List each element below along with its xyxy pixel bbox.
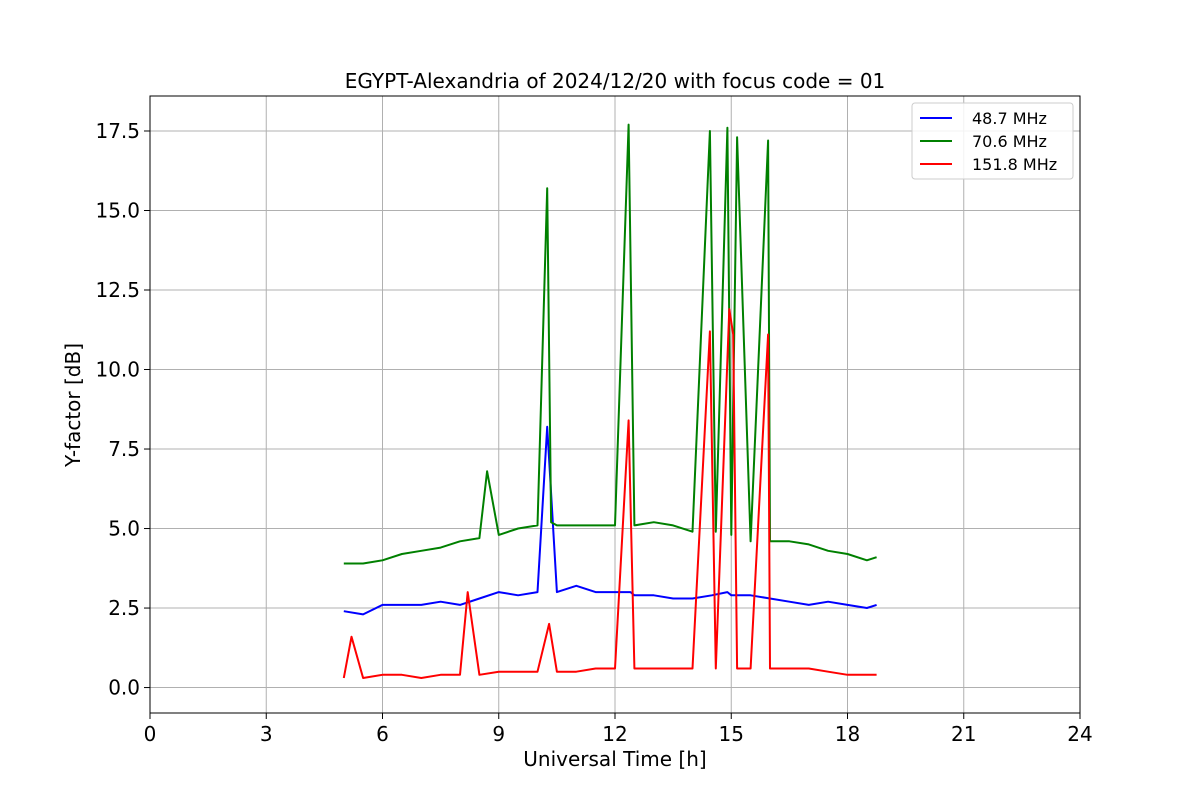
y-tick-label: 12.5: [95, 278, 140, 302]
x-axis: 0 3 6 9 12 15 18 21 24: [144, 713, 1093, 746]
x-tick-label: 12: [602, 722, 627, 746]
y-tick-label: 0.0: [108, 676, 140, 700]
x-tick-label: 9: [492, 722, 505, 746]
y-tick-label: 7.5: [108, 437, 140, 461]
x-tick-label: 15: [719, 722, 744, 746]
y-tick-label: 2.5: [108, 596, 140, 620]
x-tick-label: 6: [376, 722, 389, 746]
y-axis-label: Y-factor [dB]: [61, 343, 85, 468]
x-tick-label: 3: [260, 722, 273, 746]
y-tick-label: 5.0: [108, 517, 140, 541]
y-axis: 0.0 2.5 5.0 7.5 10.0 12.5 15.0 17.5: [95, 119, 150, 700]
legend: 48.7 MHz 70.6 MHz 151.8 MHz: [911, 102, 1074, 180]
x-tick-label: 18: [835, 722, 860, 746]
y-tick-label: 17.5: [95, 119, 140, 143]
legend-box: [911, 102, 1074, 180]
x-tick-label: 0: [144, 722, 157, 746]
series-line-2: [342, 308, 877, 679]
legend-label-0: 48.7 MHz: [972, 109, 1047, 128]
y-tick-label: 15.0: [95, 198, 140, 222]
y-tick-label: 10.0: [95, 358, 140, 382]
series-layer: [342, 123, 877, 679]
series-line-0: [343, 425, 877, 616]
legend-label-1: 70.6 MHz: [972, 132, 1047, 151]
x-tick-label: 24: [1067, 722, 1092, 746]
chart-title: EGYPT-Alexandria of 2024/12/20 with focu…: [345, 69, 886, 93]
x-tick-label: 21: [951, 722, 976, 746]
legend-label-2: 151.8 MHz: [972, 155, 1057, 174]
x-axis-label: Universal Time [h]: [523, 747, 706, 771]
